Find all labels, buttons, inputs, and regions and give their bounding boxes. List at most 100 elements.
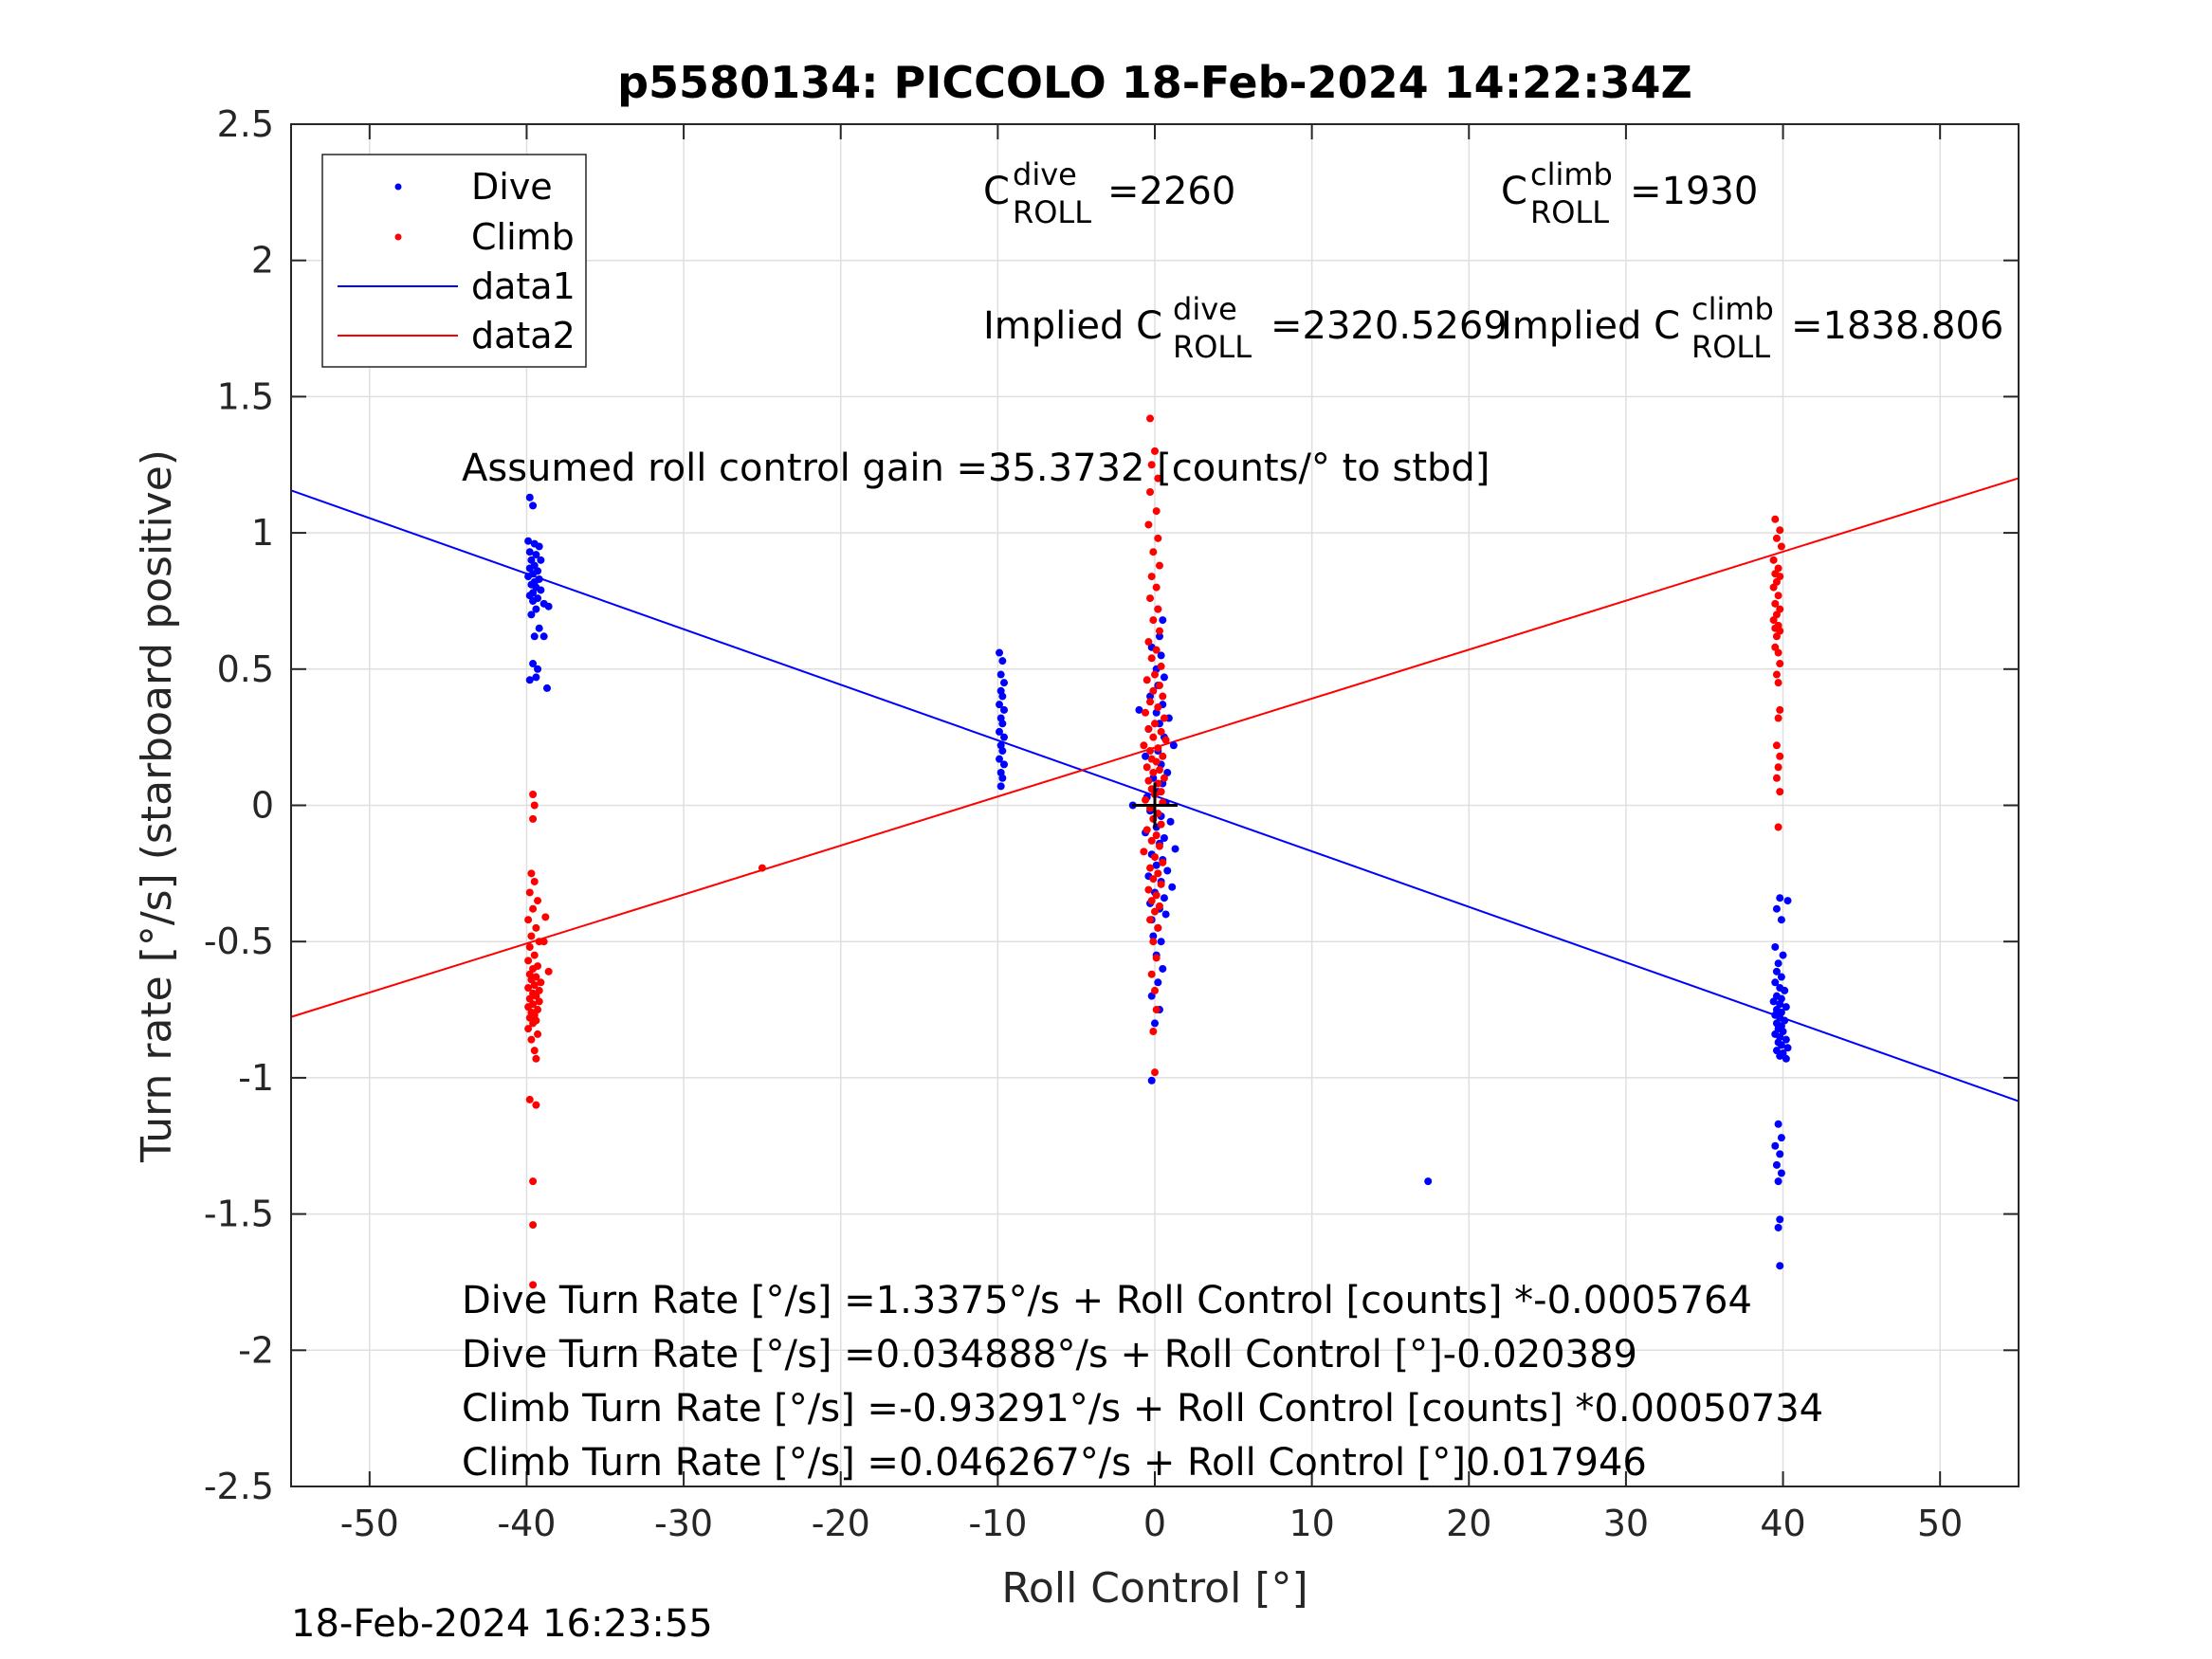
climb-point	[1147, 897, 1156, 905]
c-dive-value: =2260	[1107, 170, 1235, 213]
climb-point	[535, 997, 543, 1006]
dive-point	[1163, 866, 1172, 875]
roll-gain-annotation: Assumed roll control gain =35.3732 [coun…	[462, 447, 1490, 490]
climb-point	[1154, 605, 1162, 613]
dive-point	[525, 676, 534, 684]
dive-point	[1771, 978, 1780, 987]
dive-point	[1776, 894, 1784, 902]
dive-point	[1776, 1262, 1784, 1270]
implied-c-dive-annotation: Implied C dive ROLL =2320.5269	[983, 291, 1508, 365]
dive-point	[1152, 861, 1161, 869]
climb-counts-equation: Climb Turn Rate [°/s] =-0.93291°/s + Rol…	[462, 1387, 1823, 1431]
climb-point	[1152, 507, 1161, 516]
implied-climb-sup: climb	[1691, 291, 1774, 327]
dive-point	[1159, 964, 1167, 973]
climb-point	[530, 801, 539, 810]
c-dive-base: C	[983, 170, 1010, 213]
climb-point	[1157, 788, 1165, 796]
implied-climb-value: =1838.806	[1791, 304, 2003, 348]
dive-point	[544, 602, 553, 611]
dive-degrees-equation: Dive Turn Rate [°/s] =0.034888°/s + Roll…	[462, 1333, 1637, 1376]
climb-point	[758, 864, 766, 872]
climb-point	[1160, 774, 1168, 782]
dive-point	[996, 782, 1005, 791]
climb-point	[1149, 616, 1158, 625]
climb-point	[1143, 826, 1151, 834]
climb-point	[1160, 714, 1168, 722]
climb-point	[1149, 1028, 1158, 1036]
climb-point	[1144, 885, 1153, 894]
dive-point	[996, 727, 1004, 736]
climb-point	[1147, 573, 1156, 581]
dive-point	[529, 596, 538, 605]
legend-dive-label: Dive	[471, 166, 553, 208]
climb-point	[1151, 447, 1159, 455]
y-tick-label: 0.5	[217, 648, 274, 690]
dive-point	[1769, 997, 1778, 1006]
climb-point	[1776, 526, 1784, 535]
climb-point	[1772, 774, 1781, 782]
climb-point	[1151, 853, 1159, 862]
dive-point	[537, 556, 545, 564]
climb-point	[1146, 594, 1155, 603]
x-tick-label: -50	[340, 1503, 399, 1544]
implied-dive-sup: dive	[1173, 291, 1237, 327]
climb-point	[1774, 679, 1782, 687]
dive-point	[525, 548, 534, 556]
climb-point	[1149, 938, 1158, 946]
dive-point	[1142, 752, 1150, 760]
climb-point	[1154, 534, 1162, 542]
climb-point	[524, 916, 533, 924]
climb-point	[1776, 788, 1784, 796]
climb-point	[1143, 676, 1151, 684]
dive-point	[1779, 951, 1787, 959]
dive-point	[998, 692, 1007, 701]
dive-point	[996, 701, 1004, 709]
climb-point	[1152, 757, 1161, 766]
climb-point	[524, 1025, 533, 1033]
climb-point	[530, 877, 539, 885]
climb-point	[1152, 646, 1161, 654]
climb-point	[530, 951, 539, 959]
climb-point	[1777, 542, 1785, 551]
climb-point	[532, 1054, 540, 1063]
dive-point	[1782, 1003, 1790, 1012]
x-tick-label: -40	[497, 1503, 556, 1544]
dive-point	[1135, 705, 1143, 714]
climb-point	[529, 1177, 538, 1186]
dive-point	[1774, 959, 1782, 968]
x-tick-label: 50	[1917, 1503, 1963, 1544]
dive-point	[542, 684, 551, 692]
climb-point	[1142, 795, 1150, 804]
climb-point	[1774, 823, 1782, 831]
climb-point	[1772, 632, 1781, 641]
climb-point	[1144, 776, 1153, 785]
dive-point	[1155, 632, 1163, 641]
climb-point	[1140, 848, 1148, 856]
climb-point	[1155, 561, 1163, 570]
dive-point	[1160, 833, 1168, 842]
climb-point	[1151, 670, 1159, 679]
climb-point	[1152, 1006, 1161, 1014]
figure-timestamp: 18-Feb-2024 16:23:55	[291, 1602, 713, 1646]
dive-point	[1772, 1160, 1781, 1169]
climb-point	[1151, 907, 1159, 916]
climb-point	[1154, 474, 1162, 483]
x-axis-ticks: -50 -40 -30 -20 -10 0 10 20 30 40 50	[340, 124, 1963, 1544]
climb-point	[525, 888, 534, 897]
dive-point	[1149, 932, 1158, 940]
climb-point	[1152, 954, 1161, 962]
dive-point	[1777, 973, 1785, 981]
climb-point	[1149, 769, 1158, 777]
climb-point	[529, 1281, 538, 1289]
climb-point	[534, 897, 542, 905]
x-tick-label: 40	[1760, 1503, 1805, 1544]
climb-point	[1154, 703, 1162, 712]
climb-point	[1146, 487, 1155, 496]
dive-point	[1157, 651, 1165, 660]
legend: Dive Climb data1 data2	[321, 154, 587, 368]
dive-point	[529, 501, 538, 510]
dive-point	[539, 632, 548, 641]
dive-point	[1151, 1019, 1159, 1028]
climb-point	[532, 1101, 540, 1109]
